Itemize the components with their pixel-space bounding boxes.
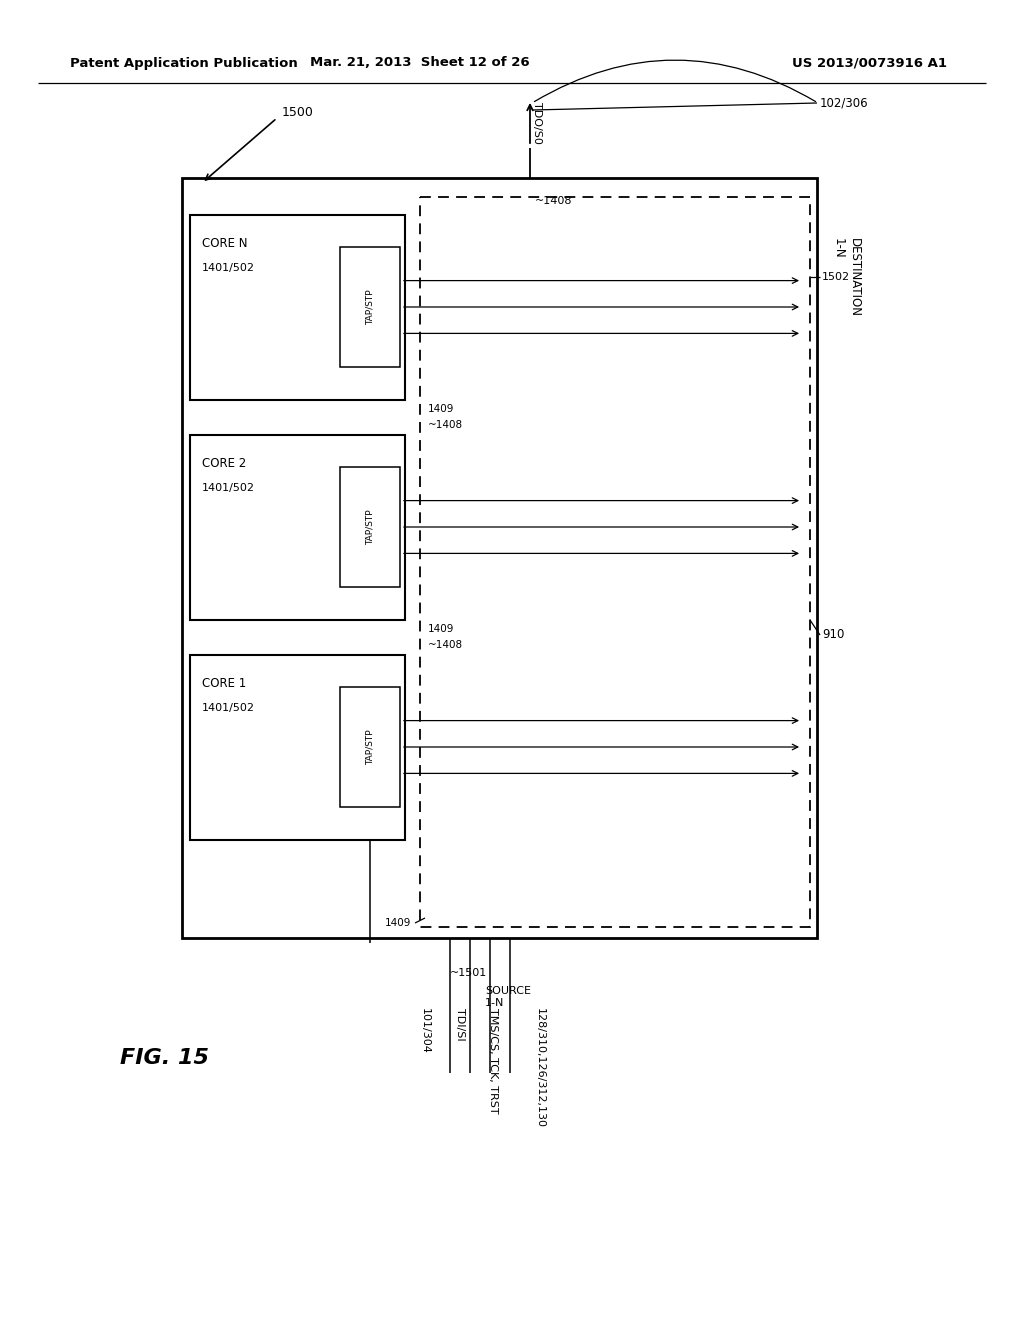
Text: TAP/STP: TAP/STP: [366, 289, 375, 325]
Text: CORE N: CORE N: [202, 238, 248, 249]
Bar: [190, 215, 406, 400]
Text: FIG. 15: FIG. 15: [120, 1048, 209, 1068]
Text: 1500: 1500: [282, 107, 314, 120]
Text: 1502: 1502: [822, 272, 850, 282]
Text: CORE 1: CORE 1: [202, 677, 246, 690]
Text: TDO/S0: TDO/S0: [532, 102, 542, 144]
Text: 1401/502: 1401/502: [202, 483, 255, 492]
Bar: [182, 178, 817, 939]
Text: ~1501: ~1501: [450, 968, 487, 978]
Text: 1409: 1409: [428, 624, 455, 634]
Text: SOURCE
1-N: SOURCE 1-N: [485, 986, 531, 1008]
Text: Mar. 21, 2013  Sheet 12 of 26: Mar. 21, 2013 Sheet 12 of 26: [310, 57, 529, 70]
Text: TAP/STP: TAP/STP: [366, 729, 375, 764]
Text: TAP/STP: TAP/STP: [366, 510, 375, 545]
Text: TDI/SI: TDI/SI: [455, 1008, 465, 1040]
Bar: [190, 436, 406, 620]
Bar: [420, 197, 810, 927]
Text: TMS/CS, TCK, TRST: TMS/CS, TCK, TRST: [488, 1008, 498, 1114]
Text: Patent Application Publication: Patent Application Publication: [70, 57, 298, 70]
Text: 1401/502: 1401/502: [202, 704, 255, 713]
Text: DESTINATION
1-N: DESTINATION 1-N: [831, 238, 861, 317]
Text: US 2013/0073916 A1: US 2013/0073916 A1: [793, 57, 947, 70]
Text: 1401/502: 1401/502: [202, 263, 255, 273]
Bar: [340, 467, 400, 587]
Text: CORE 2: CORE 2: [202, 457, 246, 470]
Text: 1409: 1409: [385, 917, 412, 928]
Text: ~1408: ~1408: [428, 420, 463, 430]
Bar: [340, 686, 400, 807]
Text: 102/306: 102/306: [820, 96, 868, 110]
Text: 101/304: 101/304: [420, 1008, 430, 1053]
Text: ~1408: ~1408: [428, 640, 463, 649]
Text: 910: 910: [822, 628, 845, 642]
Bar: [190, 655, 406, 840]
Bar: [340, 247, 400, 367]
Text: ~1408: ~1408: [535, 195, 572, 206]
Text: 128/310,126/312,130: 128/310,126/312,130: [535, 1008, 545, 1129]
Text: 1409: 1409: [428, 404, 455, 414]
